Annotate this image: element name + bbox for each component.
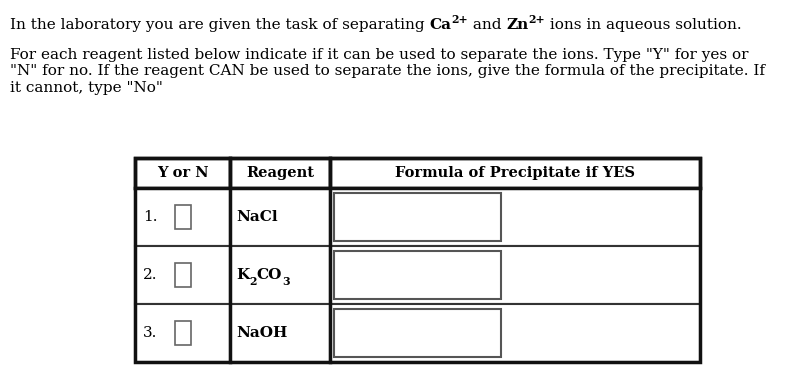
Text: 2+: 2+: [452, 14, 468, 25]
Text: 1.: 1.: [143, 210, 157, 224]
Text: Y or N: Y or N: [156, 166, 208, 180]
Bar: [330, 304, 700, 362]
Text: NaCl: NaCl: [236, 210, 278, 224]
Text: 3.: 3.: [143, 326, 157, 340]
Bar: [135, 158, 230, 188]
Text: Reagent: Reagent: [246, 166, 314, 180]
Text: 2+: 2+: [529, 14, 545, 25]
Text: ions in aqueous solution.: ions in aqueous solution.: [545, 18, 742, 32]
Bar: [230, 246, 330, 304]
Text: Formula of Precipitate if YES: Formula of Precipitate if YES: [395, 166, 635, 180]
Text: K: K: [236, 268, 249, 282]
Bar: [135, 304, 230, 362]
Bar: [175, 205, 191, 229]
Bar: [135, 246, 230, 304]
Bar: [135, 158, 700, 362]
Bar: [330, 188, 700, 246]
Text: Zn: Zn: [507, 18, 529, 32]
Text: and: and: [468, 18, 507, 32]
Text: 2.: 2.: [143, 268, 157, 282]
Bar: [330, 246, 700, 304]
Bar: [175, 321, 191, 345]
Bar: [334, 193, 500, 241]
Bar: [135, 188, 230, 246]
Bar: [334, 309, 500, 357]
Bar: [230, 188, 330, 246]
Text: NaOH: NaOH: [236, 326, 287, 340]
Bar: [230, 304, 330, 362]
Text: 2: 2: [249, 276, 256, 286]
Text: 3: 3: [282, 276, 290, 286]
Text: Ca: Ca: [430, 18, 452, 32]
Text: For each reagent listed below indicate if it can be used to separate the ions. T: For each reagent listed below indicate i…: [10, 48, 749, 62]
Text: it cannot, type "No": it cannot, type "No": [10, 81, 163, 95]
Text: In the laboratory you are given the task of separating: In the laboratory you are given the task…: [10, 18, 430, 32]
Bar: [230, 158, 330, 188]
Bar: [334, 251, 500, 299]
Bar: [330, 158, 700, 188]
Text: CO: CO: [256, 268, 282, 282]
Text: "N" for no. If the reagent CAN be used to separate the ions, give the formula of: "N" for no. If the reagent CAN be used t…: [10, 64, 765, 78]
Bar: [175, 263, 191, 287]
